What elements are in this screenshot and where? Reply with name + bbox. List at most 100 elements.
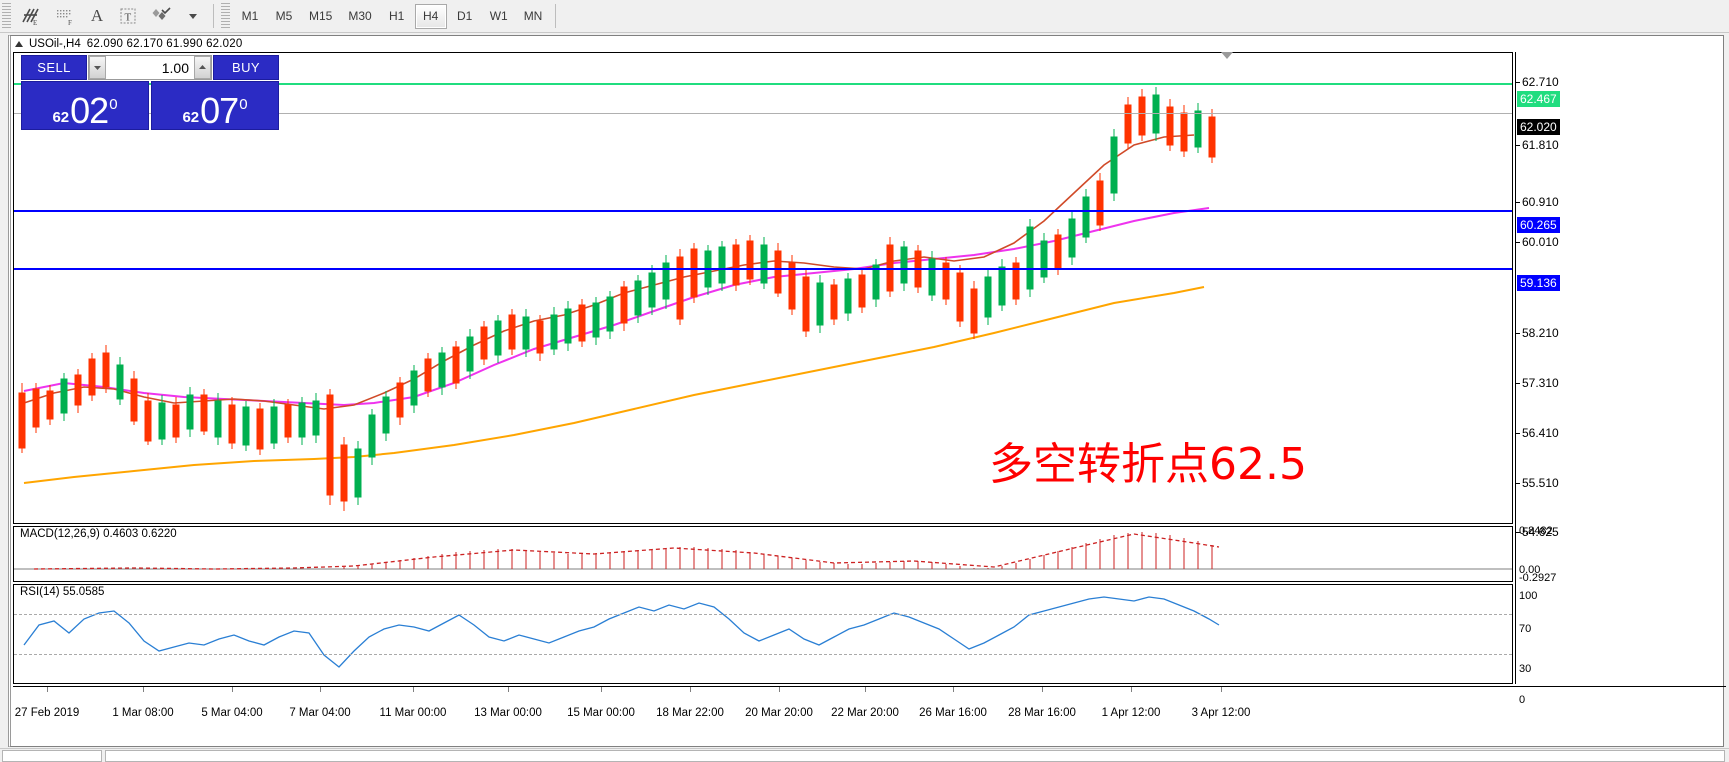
timeframe-m5[interactable]: M5: [275, 9, 293, 23]
time-tick: [690, 687, 691, 692]
timeframe-mn[interactable]: MN: [523, 9, 543, 23]
chart-window: USOil-,H4 62.090 62.170 61.990 62.020: [8, 35, 1726, 747]
dropdown-arrow-icon[interactable]: [178, 3, 208, 30]
time-tick: [232, 687, 233, 692]
text-tool-icon[interactable]: A: [82, 3, 112, 30]
indicators-glyph: E: [22, 8, 39, 26]
triangle-down-glyph: [94, 66, 101, 70]
text-box-glyph: T: [120, 8, 136, 24]
objects-icon[interactable]: [144, 3, 178, 30]
time-label-1: 27 Feb 2019: [14, 707, 80, 719]
volume-input[interactable]: 1.00: [106, 56, 194, 79]
ask-price-tag: 62.467: [1517, 91, 1560, 107]
time-label-5: 11 Mar 00:00: [379, 707, 447, 719]
line-tag-60265: 60.265: [1517, 217, 1560, 233]
price-chart-pane[interactable]: 多空转折点62.5: [13, 52, 1513, 524]
sell-label[interactable]: SELL: [21, 55, 87, 80]
axis-tick-60910: 60.910: [1516, 195, 1559, 209]
axis-tick-label: 56.410: [1522, 426, 1559, 440]
buy-label[interactable]: BUY: [213, 55, 279, 80]
main-toolbar: E F A: [0, 0, 1729, 33]
time-label-3: 5 Mar 04:00: [201, 707, 263, 719]
timeframe-m30[interactable]: M30: [348, 9, 372, 23]
volume-stepper[interactable]: 1.00: [88, 55, 212, 80]
time-label-11: 26 Mar 16:00: [919, 707, 987, 719]
axis-tick-label: 54.625: [1522, 525, 1559, 539]
support-line-59136: [14, 268, 1512, 270]
text-label-icon[interactable]: T: [112, 3, 144, 30]
macd-tick-zero: 0.00: [1519, 564, 1541, 576]
time-tick: [953, 687, 954, 692]
time-label-13: 1 Apr 12:00: [1101, 707, 1161, 719]
axis-tick-label: 61.810: [1522, 138, 1559, 152]
axis-tick-label: 60.910: [1522, 195, 1559, 209]
status-cell-2[interactable]: [105, 749, 1725, 762]
time-label-7: 15 Mar 00:00: [567, 707, 635, 719]
indicators-icon[interactable]: E: [14, 3, 48, 30]
axis-tick-62710: 62.710: [1516, 75, 1559, 89]
objects-glyph: [152, 7, 171, 20]
axis-tick-label: 57.310: [1522, 376, 1559, 390]
timeframe-h1[interactable]: H1: [389, 9, 405, 23]
time-tick: [1221, 687, 1222, 692]
svg-text:F: F: [68, 19, 72, 26]
timeframe-m15[interactable]: M15: [309, 9, 333, 23]
one-click-trading-panel[interactable]: SELL 1.00 BUY: [21, 55, 279, 130]
time-label-10: 22 Mar 20:00: [831, 707, 899, 719]
macd-signal-line: [33, 533, 1220, 570]
time-tick: [1131, 687, 1132, 692]
time-label-2: 1 Mar 08:00: [112, 707, 174, 719]
rsi-label: RSI(14) 55.0585: [18, 586, 107, 598]
time-tick: [1042, 687, 1043, 692]
collapse-triangle-icon[interactable]: [15, 40, 23, 47]
time-label-9: 20 Mar 20:00: [745, 707, 813, 719]
macd-pane[interactable]: MACD(12,26,9) 0.4603 0.6220: [13, 526, 1513, 582]
time-label-14: 3 Apr 12:00: [1191, 707, 1251, 719]
macd-tick-min: -0.2927: [1519, 572, 1557, 584]
toolbar-grip-2[interactable]: [221, 3, 230, 29]
buy-price-prefix: 62: [182, 109, 200, 126]
macd-histogram-series: [14, 532, 1512, 570]
bid-price-line: [14, 113, 1512, 114]
toolbar-divider-2: [555, 4, 557, 28]
volume-decrement-icon[interactable]: [89, 56, 106, 79]
triangle-up-glyph: [199, 65, 206, 69]
axis-tick-57310: 57.310: [1516, 376, 1559, 390]
axis-tick-label: 60.010: [1522, 235, 1559, 249]
crosshair-grid-icon[interactable]: F: [48, 3, 82, 30]
time-tick: [601, 687, 602, 692]
bid-price-tag: 62.020: [1517, 119, 1560, 135]
candlestick-series: [18, 87, 1216, 511]
time-axis[interactable]: 27 Feb 2019 1 Mar 08:00 5 Mar 04:00 7 Ma…: [13, 686, 1726, 728]
rsi-tick-70: 70: [1519, 623, 1532, 635]
time-tick: [413, 687, 414, 692]
axis-tick-label: 55.510: [1522, 476, 1559, 490]
toolbar-grip-1[interactable]: [2, 3, 11, 29]
trade-panel-top-row: SELL 1.00 BUY: [21, 55, 279, 80]
ma-slow-line: [23, 286, 1205, 484]
time-tick: [320, 687, 321, 692]
buy-price-button[interactable]: 62 07 0: [151, 81, 279, 130]
sell-price-button[interactable]: 62 02 0: [21, 81, 149, 130]
line-tag-59136: 59.136: [1517, 275, 1560, 291]
status-cell-1[interactable]: [2, 749, 102, 762]
timeframe-m1[interactable]: M1: [241, 9, 259, 23]
rsi-line-series: [23, 596, 1220, 668]
timeframe-w1[interactable]: W1: [489, 9, 508, 23]
chart-text-annotation[interactable]: 多空转折点62.5: [989, 439, 1307, 490]
rsi-oversold-line: [14, 654, 1512, 655]
toolbar-divider-1: [213, 4, 214, 28]
status-bar: [0, 748, 1729, 762]
timeframe-h4[interactable]: H4: [414, 3, 447, 29]
chart-scroll-anchor-icon[interactable]: [1221, 52, 1233, 59]
axis-tick-label: 58.210: [1522, 326, 1559, 340]
timeframe-d1[interactable]: D1: [457, 9, 473, 23]
rsi-pane[interactable]: RSI(14) 55.0585: [13, 584, 1513, 684]
trade-panel-prices: 62 02 0 62 07 0: [21, 81, 279, 130]
chart-symbol-label: USOil-,H4: [29, 37, 81, 50]
volume-increment-icon[interactable]: [194, 56, 211, 79]
sell-price-fraction: 0: [109, 96, 118, 113]
price-axis[interactable]: 62.710 62.467 62.020 61.810 60.910 60.26…: [1515, 52, 1720, 706]
axis-tick-56410: 56.410: [1516, 426, 1559, 440]
time-label-12: 28 Mar 16:00: [1008, 707, 1076, 719]
